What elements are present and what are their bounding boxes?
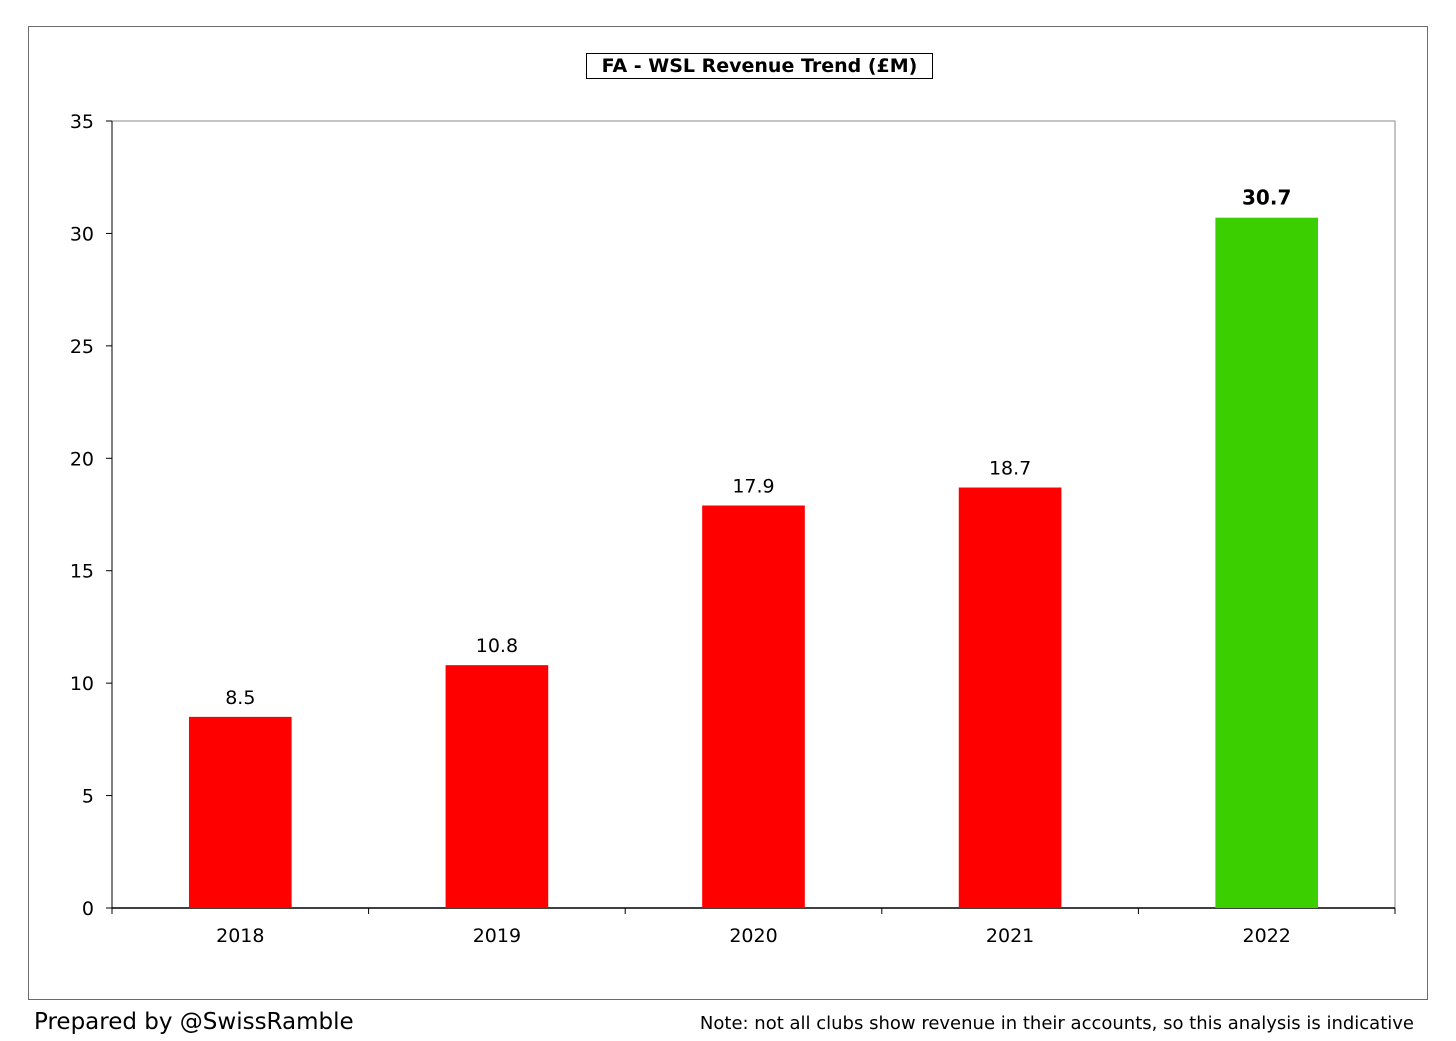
bar-2018: [188, 716, 292, 908]
bar-2020: [702, 505, 805, 908]
y-tick-label: 0: [82, 898, 94, 920]
x-tick-label-2021: 2021: [986, 925, 1034, 947]
data-label-2018: 8.5: [225, 687, 255, 709]
x-tick-label-2018: 2018: [216, 925, 264, 947]
y-tick-label: 25: [70, 336, 94, 358]
bar-2022: [1215, 217, 1319, 908]
x-tick-label-2020: 2020: [729, 925, 777, 947]
bar-2019: [445, 665, 549, 908]
y-tick-label: 35: [70, 111, 94, 133]
y-tick-label: 10: [70, 673, 94, 695]
data-label-2019: 10.8: [476, 635, 518, 657]
y-tick-label: 15: [70, 561, 94, 583]
footer-credit: Prepared by @SwissRamble: [34, 1009, 354, 1035]
x-axis: 2018 2019 2020 2021 2022: [111, 907, 1396, 947]
x-tick-label-2022: 2022: [1243, 925, 1291, 947]
data-label-2022: 30.7: [1242, 186, 1291, 210]
y-tick-label: 5: [82, 786, 94, 808]
bars: [188, 217, 1319, 908]
data-label-2021: 18.7: [989, 458, 1031, 480]
y-axis: 0 5 10 15 20 25 30 35: [70, 111, 113, 920]
bar-labels: 8.5 10.8 17.9 18.7 30.7: [225, 186, 1291, 709]
y-tick-label: 30: [70, 223, 94, 245]
y-tick-label: 20: [70, 448, 94, 470]
bar-2021: [958, 487, 1062, 908]
chart-title: FA - WSL Revenue Trend (£M): [586, 53, 933, 79]
x-tick-label-2019: 2019: [473, 925, 521, 947]
data-label-2020: 17.9: [732, 476, 774, 498]
footer-note: Note: not all clubs show revenue in thei…: [699, 1013, 1414, 1034]
